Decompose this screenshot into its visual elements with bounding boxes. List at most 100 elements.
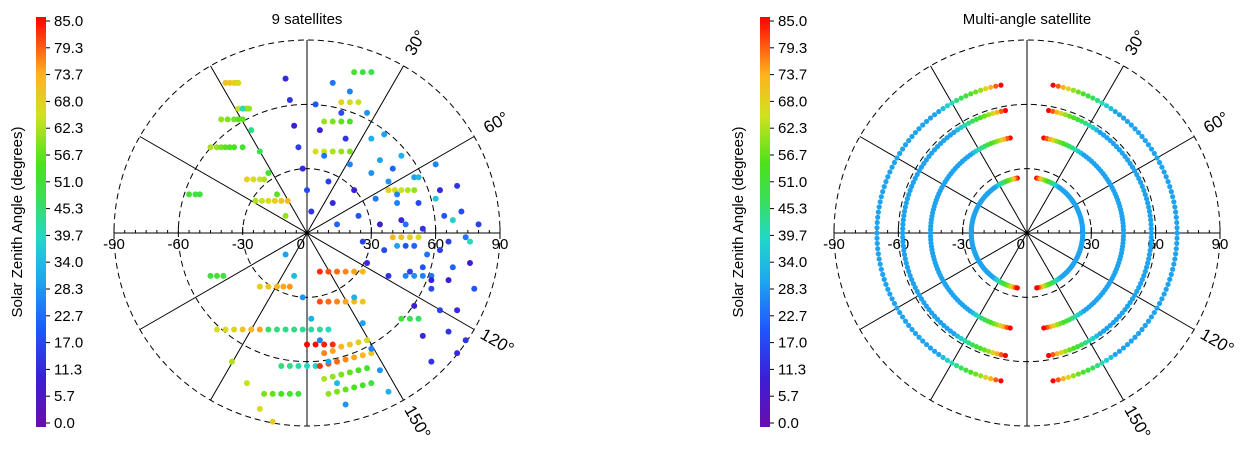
data-point bbox=[368, 345, 375, 352]
data-point bbox=[998, 108, 1004, 114]
colorbar-tick-label: 28.3 bbox=[778, 281, 807, 298]
colorbar-tick-label: 17.0 bbox=[54, 335, 83, 352]
data-point bbox=[874, 219, 880, 226]
data-point bbox=[900, 234, 906, 240]
data-point bbox=[983, 86, 989, 92]
data-point bbox=[338, 118, 345, 125]
data-point bbox=[406, 315, 413, 322]
data-point bbox=[1139, 183, 1145, 190]
data-point bbox=[904, 196, 911, 202]
data-point bbox=[342, 135, 349, 142]
data-point bbox=[419, 225, 426, 232]
data-point bbox=[355, 212, 362, 219]
colorbar-1-label: Solar Zenith Angle (degrees) bbox=[9, 127, 26, 318]
data-point bbox=[346, 99, 353, 106]
data-point bbox=[878, 266, 884, 272]
data-point bbox=[1146, 204, 1152, 210]
data-point bbox=[359, 382, 366, 389]
data-point bbox=[1075, 89, 1081, 95]
data-point bbox=[1145, 260, 1151, 266]
data-point bbox=[958, 95, 964, 101]
data-point bbox=[966, 120, 972, 126]
colorbar-tick-label: 0.0 bbox=[778, 415, 799, 432]
data-point bbox=[877, 261, 883, 267]
data-point bbox=[196, 191, 203, 198]
data-point bbox=[1168, 189, 1174, 195]
colorbar-tick-label: 73.7 bbox=[778, 67, 807, 84]
data-point bbox=[1085, 367, 1091, 373]
data-point bbox=[1099, 360, 1105, 366]
data-point bbox=[906, 268, 912, 275]
data-point bbox=[286, 97, 293, 104]
data-point bbox=[1112, 108, 1118, 115]
data-point bbox=[432, 195, 439, 202]
radial-tick-label: 30 bbox=[363, 236, 380, 253]
data-point bbox=[321, 148, 328, 155]
colorbar-tick-label: 11.3 bbox=[54, 361, 82, 378]
data-point bbox=[1142, 137, 1148, 144]
data-point bbox=[269, 418, 276, 425]
colorbar-tick-label: 17.0 bbox=[778, 335, 807, 352]
data-point bbox=[1062, 348, 1069, 354]
data-point bbox=[973, 89, 979, 95]
data-point bbox=[308, 208, 315, 215]
data-point bbox=[1002, 107, 1009, 114]
data-point bbox=[973, 371, 979, 377]
data-point bbox=[321, 375, 328, 382]
data-point bbox=[981, 113, 988, 119]
colorbar-tick-label: 0.0 bbox=[54, 415, 75, 432]
data-point bbox=[1148, 226, 1154, 232]
data-point bbox=[321, 118, 328, 125]
data-point bbox=[978, 373, 984, 379]
data-point bbox=[1112, 351, 1118, 358]
data-point bbox=[368, 380, 375, 387]
data-point bbox=[273, 191, 280, 198]
data-point bbox=[988, 376, 994, 382]
data-point bbox=[1007, 325, 1013, 331]
colorbar-tick-label: 51.0 bbox=[778, 174, 807, 191]
data-point bbox=[325, 358, 332, 365]
data-point bbox=[916, 126, 922, 132]
data-point bbox=[1080, 369, 1086, 375]
data-point bbox=[931, 112, 938, 118]
data-point bbox=[907, 272, 913, 279]
angle-label: 120° bbox=[1197, 325, 1237, 359]
data-point bbox=[1146, 208, 1153, 215]
colorbar-tick-label: 45.3 bbox=[54, 201, 83, 218]
data-point bbox=[1168, 271, 1174, 277]
data-point bbox=[949, 360, 955, 366]
data-point bbox=[902, 256, 908, 262]
data-point bbox=[325, 268, 332, 275]
data-point bbox=[1136, 284, 1142, 291]
data-point bbox=[885, 286, 891, 292]
data-point bbox=[936, 108, 942, 115]
data-point bbox=[312, 341, 319, 348]
data-point bbox=[231, 326, 238, 333]
data-point bbox=[994, 109, 1000, 115]
data-point bbox=[1045, 107, 1052, 114]
data-point bbox=[428, 277, 435, 284]
data-point bbox=[265, 326, 272, 333]
data-point bbox=[316, 337, 323, 344]
data-point bbox=[1141, 187, 1147, 194]
data-point bbox=[993, 83, 999, 89]
data-point bbox=[900, 239, 906, 245]
data-point bbox=[985, 112, 992, 118]
data-point bbox=[355, 99, 362, 106]
data-point bbox=[402, 242, 409, 249]
data-point bbox=[316, 268, 323, 275]
data-point bbox=[875, 209, 881, 215]
data-point bbox=[887, 291, 893, 297]
data-point bbox=[436, 307, 443, 314]
data-point bbox=[466, 238, 473, 245]
angle-label: 60° bbox=[1200, 108, 1232, 137]
data-point bbox=[454, 182, 461, 189]
data-point bbox=[881, 276, 887, 282]
data-point bbox=[1054, 351, 1060, 357]
data-point bbox=[265, 283, 272, 290]
data-point bbox=[904, 264, 911, 270]
data-point bbox=[299, 326, 306, 333]
data-point bbox=[883, 281, 889, 287]
